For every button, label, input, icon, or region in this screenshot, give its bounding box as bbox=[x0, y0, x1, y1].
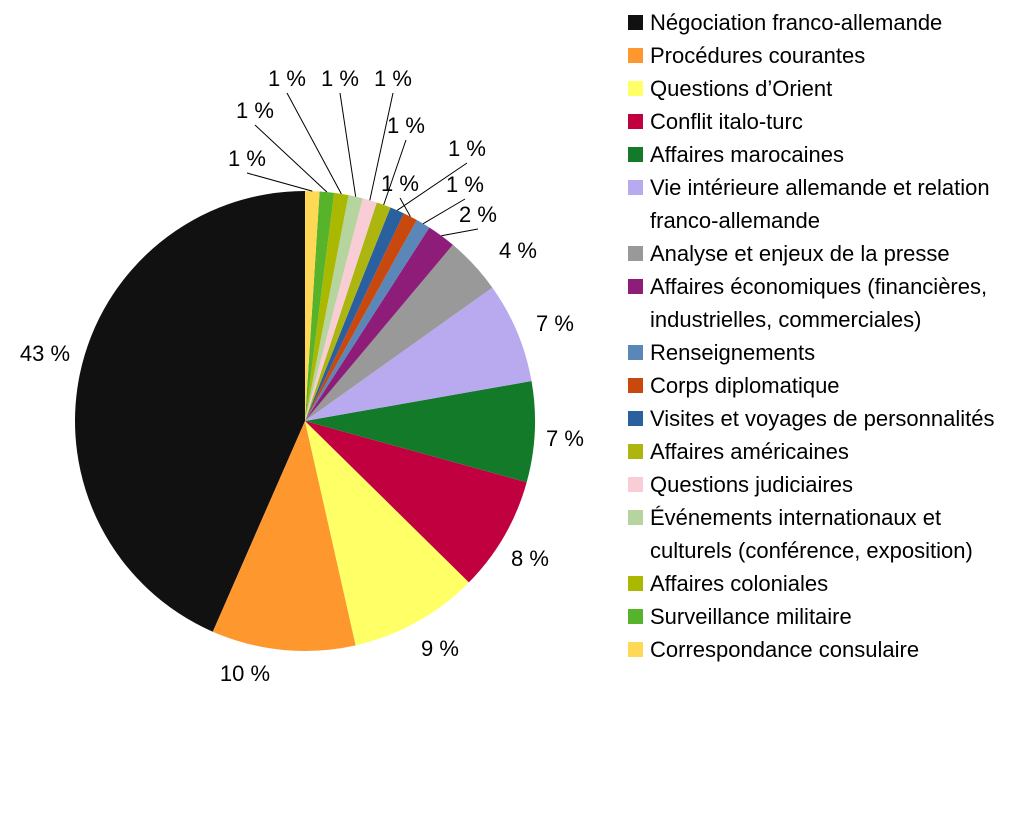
data-label: 10 % bbox=[220, 661, 270, 686]
legend-item: Visites et voyages de personnalités bbox=[628, 402, 1008, 435]
legend-label: Affaires américaines bbox=[650, 439, 849, 464]
legend-label: Conflit italo-turc bbox=[650, 109, 803, 134]
leader-line bbox=[441, 228, 479, 237]
legend-item: Correspondance consulaire bbox=[628, 633, 1008, 666]
leader-line bbox=[246, 172, 313, 192]
legend-item: Affaires économiques (financières, indus… bbox=[628, 270, 1008, 336]
legend-swatch bbox=[628, 444, 643, 459]
data-label: 2 % bbox=[459, 202, 497, 227]
pie-slice bbox=[305, 195, 363, 421]
legend-item: Questions judiciaires bbox=[628, 468, 1008, 501]
leader-line bbox=[396, 162, 468, 211]
legend-swatch bbox=[628, 279, 643, 294]
legend-label: Questions d’Orient bbox=[650, 76, 833, 101]
legend-swatch bbox=[628, 180, 643, 195]
legend-label: Correspondance consulaire bbox=[650, 637, 920, 662]
pie-slice bbox=[305, 421, 527, 583]
legend-item: Procédures courantes bbox=[628, 39, 1008, 72]
data-label: 1 % bbox=[321, 66, 359, 91]
pie-slice bbox=[212, 421, 356, 651]
legend-swatch bbox=[628, 378, 643, 393]
legend-label: Affaires coloniales bbox=[650, 571, 829, 596]
legend-swatch bbox=[628, 576, 643, 591]
legend-item: Questions d’Orient bbox=[628, 72, 1008, 105]
leader-line bbox=[369, 92, 394, 201]
data-label: 1 % bbox=[446, 172, 484, 197]
legend-swatch bbox=[628, 81, 643, 96]
legend-swatch bbox=[628, 477, 643, 492]
legend-item: Renseignements bbox=[628, 336, 1008, 369]
legend-swatch bbox=[628, 246, 643, 261]
data-label: 1 % bbox=[448, 136, 486, 161]
legend-label: Affaires économiques (financières, indus… bbox=[650, 274, 988, 332]
legend-swatch bbox=[628, 345, 643, 360]
pie-slice bbox=[305, 191, 320, 421]
data-label: 1 % bbox=[374, 66, 412, 91]
pie-slice bbox=[305, 287, 532, 421]
legend-label: Surveillance militaire bbox=[650, 604, 852, 629]
legend-label: Visites et voyages de personnalités bbox=[650, 406, 995, 431]
legend-swatch bbox=[628, 510, 643, 525]
data-label: 9 % bbox=[421, 636, 459, 661]
legend-item: Événements internationaux et culturels (… bbox=[628, 501, 1008, 567]
legend-item: Surveillance militaire bbox=[628, 600, 1008, 633]
data-label: 1 % bbox=[228, 146, 266, 171]
legend-swatch bbox=[628, 147, 643, 162]
data-label: 1 % bbox=[387, 113, 425, 138]
legend-item: Corps diplomatique bbox=[628, 369, 1008, 402]
legend-label: Procédures courantes bbox=[650, 43, 866, 68]
data-label: 43 % bbox=[20, 341, 70, 366]
data-label: 1 % bbox=[236, 98, 274, 123]
legend-item: Vie intérieure allemande et relation fra… bbox=[628, 171, 1008, 237]
legend-swatch bbox=[628, 642, 643, 657]
leader-line bbox=[399, 197, 411, 217]
legend-label: Analyse et enjeux de la presse bbox=[650, 241, 950, 266]
legend-swatch bbox=[628, 411, 643, 426]
leader-line bbox=[422, 198, 466, 225]
legend-swatch bbox=[628, 114, 643, 129]
data-label: 1 % bbox=[381, 171, 419, 196]
data-label: 4 % bbox=[499, 238, 537, 263]
pie-slice bbox=[305, 192, 349, 421]
data-label: 1 % bbox=[268, 66, 306, 91]
pie-slice bbox=[305, 421, 469, 646]
leader-line bbox=[339, 92, 357, 197]
legend-label: Renseignements bbox=[650, 340, 816, 365]
legend-label: Corps diplomatique bbox=[650, 373, 840, 398]
legend-item: Analyse et enjeux de la presse bbox=[628, 237, 1008, 270]
pie-slice bbox=[305, 244, 493, 421]
legend-item: Négociation franco-allemande bbox=[628, 6, 1008, 39]
legend-item: Conflit italo-turc bbox=[628, 105, 1008, 138]
pie-slice bbox=[305, 381, 535, 483]
legend-swatch bbox=[628, 48, 643, 63]
pie-area: 43 % 10 % 9 % 8 % 7 % 7 % 4 %2 % 1 % 1 % 1 % 1 % 1 … bbox=[20, 66, 584, 686]
pie-slice bbox=[305, 213, 417, 421]
pie-slice bbox=[305, 207, 404, 421]
legend-swatch bbox=[628, 609, 643, 624]
legend-swatch bbox=[628, 15, 643, 30]
pie-slice bbox=[305, 202, 391, 421]
leader-line bbox=[383, 139, 407, 206]
pie-slice bbox=[305, 220, 430, 421]
pie-slice bbox=[305, 227, 453, 421]
legend-item: Affaires coloniales bbox=[628, 567, 1008, 600]
data-label: 7 % bbox=[546, 426, 584, 451]
legend-label: Événements internationaux et culturels (… bbox=[650, 505, 973, 563]
legend-label: Négociation franco-allemande bbox=[650, 10, 943, 35]
legend: Négociation franco-allemande Procédures c… bbox=[628, 6, 1008, 666]
legend-label: Affaires marocaines bbox=[650, 142, 845, 167]
leader-line bbox=[286, 92, 342, 195]
legend-label: Vie intérieure allemande et relation fra… bbox=[650, 175, 990, 233]
legend-item: Affaires marocaines bbox=[628, 138, 1008, 171]
pie-slice bbox=[75, 191, 306, 632]
pie-slice bbox=[305, 191, 335, 421]
pie-slice bbox=[305, 198, 377, 421]
leader-line bbox=[254, 124, 328, 193]
legend-label: Questions judiciaires bbox=[650, 472, 853, 497]
data-label: 8 % bbox=[511, 546, 549, 571]
legend-item: Affaires américaines bbox=[628, 435, 1008, 468]
data-label: 7 % bbox=[536, 311, 574, 336]
